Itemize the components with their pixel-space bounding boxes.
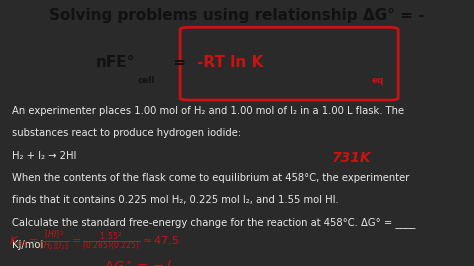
- Text: finds that it contains 0.225 mol H₂, 0.225 mol I₂, and 1.55 mol HI.: finds that it contains 0.225 mol H₂, 0.2…: [12, 195, 338, 205]
- Text: $\mathit{K_{eq}} = \frac{[HI]^2}{[H_2][I_2]} = \frac{1.55^2}{(0.285)(0.225)} \ap: $\mathit{K_{eq}} = \frac{[HI]^2}{[H_2][I…: [9, 230, 180, 252]
- Text: =: =: [168, 55, 186, 70]
- Text: Solving problems using relationship ΔG° = -: Solving problems using relationship ΔG° …: [49, 8, 425, 23]
- Text: An experimenter places 1.00 mol of H₂ and 1.00 mol of I₂ in a 1.00 L flask. The: An experimenter places 1.00 mol of H₂ an…: [12, 106, 404, 116]
- Text: H₂ + I₂ → 2HI: H₂ + I₂ → 2HI: [12, 151, 76, 161]
- Text: KJ/mol: KJ/mol: [12, 240, 43, 250]
- Text: substances react to produce hydrogen iodide:: substances react to produce hydrogen iod…: [12, 128, 241, 138]
- Text: -RT ln K: -RT ln K: [197, 55, 263, 70]
- Text: nFE°: nFE°: [96, 55, 135, 70]
- Text: cell: cell: [137, 76, 155, 85]
- Text: 731K: 731K: [332, 151, 372, 165]
- Text: $\mathit{\Delta G^\circ = -(}$: $\mathit{\Delta G^\circ = -(}$: [104, 258, 173, 266]
- Text: Calculate the standard free-energy change for the reaction at 458°C. ΔG° = ____: Calculate the standard free-energy chang…: [12, 217, 415, 228]
- Text: When the contents of the flask come to equilibrium at 458°C, the experimenter: When the contents of the flask come to e…: [12, 173, 409, 183]
- Text: eq: eq: [372, 76, 384, 85]
